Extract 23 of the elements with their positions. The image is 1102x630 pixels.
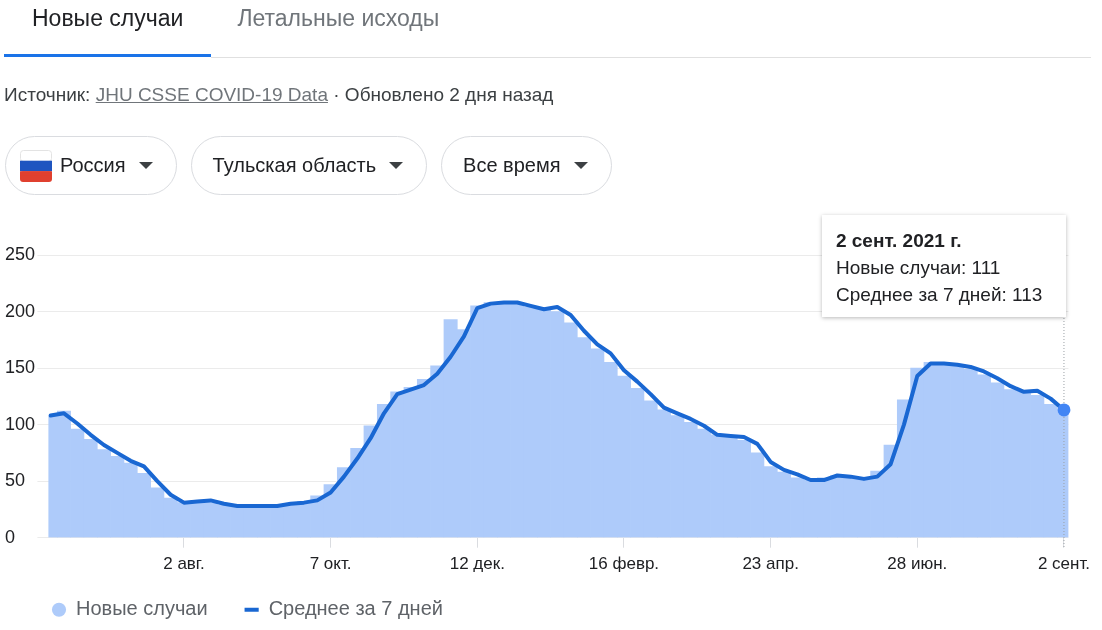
y-tick-label: 150: [5, 357, 36, 378]
x-tick-label: 2 авг.: [163, 553, 205, 573]
x-tick-label: 28 июн.: [887, 553, 948, 573]
y-tick-label: 50: [5, 470, 26, 491]
x-tick-label: 12 дек.: [449, 553, 505, 573]
x-tick-label: 23 апр.: [742, 553, 799, 573]
y-tick-label: 100: [5, 413, 36, 434]
text: JHU CSSE COVID-19 Data: [95, 84, 328, 105]
y-tick-label: 0: [5, 526, 16, 547]
legend-label: Новые случаи: [76, 597, 208, 620]
x-tick-label: 7 окт.: [309, 553, 352, 573]
y-tick-label: 250: [5, 243, 36, 264]
annotation: Новые случаи: 111: [835, 256, 1002, 280]
text: Источник:: [4, 84, 91, 105]
tooltip-box: 2 сент. 2021 г. Новые случаи: 111 Среднее за 7 дней: 113: [821, 215, 1066, 317]
legend-label: Среднее за 7 дней: [268, 597, 443, 620]
chart-title: Новые случаи: [32, 4, 184, 32]
x-tick-label: 16 февр.: [588, 553, 660, 573]
text: · Обновлено 2 дня назад: [333, 84, 554, 105]
y-tick-label: 200: [5, 300, 36, 321]
annotation: Среднее за 7 дней: 113: [835, 283, 1044, 307]
x-tick-label: 2 сент.: [1037, 553, 1091, 573]
text: Летальные исходы: [237, 4, 440, 32]
